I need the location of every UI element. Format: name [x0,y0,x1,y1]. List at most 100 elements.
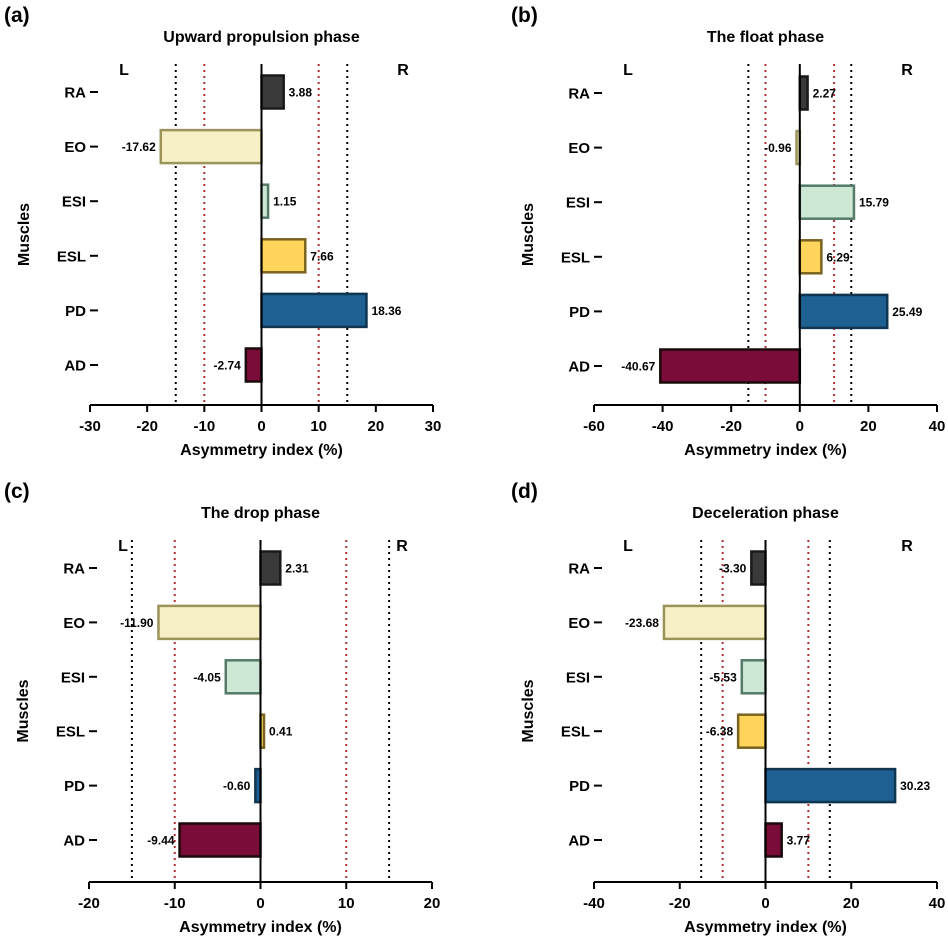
data-label-eo: -0.96 [764,141,792,155]
bar-ad [244,347,263,383]
chart-panel-c: (c) The drop phase L R 2.31 -11.90 -4.05 0.41 -0… [4,480,440,936]
chart-title: Deceleration phase [692,505,839,522]
data-label-pd: 25.49 [892,305,922,319]
data-label-ra: 2.31 [285,562,309,576]
category-label-eo: EO [63,615,85,632]
panel-label: (a) [4,4,30,27]
x-tick-label: -20 [720,418,742,435]
x-tick-label: 20 [424,895,441,912]
category-label-esi: ESI [61,669,85,686]
bar-pd [260,292,368,329]
data-label-eo: -11.90 [120,616,154,630]
x-tick-label: -20 [78,895,100,912]
bar-ad [659,348,802,384]
x-tick-label: 0 [796,418,804,435]
category-label-eo: EO [568,140,590,157]
category-label-eo: EO [64,139,86,156]
category-label-esi: ESI [566,669,590,686]
bar-esl [736,713,767,749]
x-tick-label: 40 [929,895,946,912]
category-label-pd: PD [65,303,86,320]
category-label-ra: RA [63,561,85,578]
left-side-label: L [118,538,128,555]
bar-esl [260,238,307,274]
panel-label: (c) [4,480,30,503]
bar-eo [159,128,263,165]
category-label-esi: ESI [566,195,590,212]
x-tick-label: -10 [164,895,186,912]
x-axis-title: Asymmetry index (%) [180,442,343,459]
data-label-ra: -3.30 [719,562,747,576]
data-label-ad: 3.77 [787,834,811,848]
x-tick-label: 10 [338,895,355,912]
data-label-ra: 2.27 [813,87,837,101]
x-tick-label: 40 [929,418,946,435]
bar-eo [157,604,262,641]
bar-ad [764,822,783,858]
data-label-esl: 0.41 [269,725,293,739]
data-label-pd: -0.60 [223,779,251,793]
y-axis-title: Muscles [520,679,537,742]
bar-esi [224,659,262,695]
x-tick-label: 20 [367,418,384,435]
data-label-esl: -6.38 [706,725,734,739]
bar-esl [798,239,823,275]
category-label-ad: AD [64,358,86,375]
category-label-pd: PD [569,304,590,321]
bar-ra [260,74,285,110]
data-label-esi: 15.79 [859,196,889,210]
x-axis-title: Asymmetry index (%) [684,919,847,936]
data-label-esl: 7.66 [310,249,334,263]
category-label-ra: RA [568,561,590,578]
x-tick-label: -40 [652,418,674,435]
left-side-label: L [119,62,129,79]
bar-ad [178,822,262,858]
category-label-ad: AD [568,359,590,376]
data-label-esi: -5.53 [709,670,737,684]
category-label-pd: PD [569,778,590,795]
right-side-label: R [396,538,408,555]
chart-panel-a: (a) Upward propulsion phase L R 3.88 -17.62 1.… [4,4,441,459]
bar-ra [259,550,282,586]
chart-title: The float phase [707,29,824,46]
data-label-ad: -40.67 [621,360,655,374]
data-label-eo: -23.68 [625,616,659,630]
left-side-label: L [623,538,633,555]
data-label-eo: -17.62 [122,140,156,154]
right-side-label: R [901,62,913,79]
data-label-ra: 3.88 [289,86,313,100]
data-label-esl: 6.29 [826,250,850,264]
data-label-ad: -2.74 [213,359,241,373]
left-side-label: L [623,62,633,79]
category-label-esl: ESL [56,724,85,741]
panel-label: (b) [511,4,538,27]
x-tick-label: -20 [136,418,158,435]
x-tick-label: 0 [256,895,264,912]
chart-panel-d: (d) Deceleration phase L R -3.30 -23.68 -5.53 -… [511,480,945,936]
data-label-esi: 1.15 [273,195,297,209]
bar-ra [750,550,767,586]
category-label-esl: ESL [57,248,86,265]
category-label-esi: ESI [62,194,86,211]
y-axis-title: Muscles [520,203,537,266]
x-tick-label: -10 [193,418,215,435]
category-label-ra: RA [568,86,590,103]
x-tick-label: 10 [310,418,327,435]
x-tick-label: 30 [425,418,442,435]
x-tick-label: 20 [843,895,860,912]
x-tick-label: -40 [583,895,605,912]
category-label-pd: PD [64,778,85,795]
chart-title: Upward propulsion phase [163,29,360,46]
category-label-ad: AD [63,833,85,850]
x-axis-title: Asymmetry index (%) [684,442,847,459]
x-tick-label: 0 [761,895,769,912]
y-axis-title: Muscles [16,203,33,266]
x-tick-label: 20 [860,418,877,435]
category-label-esl: ESL [561,249,590,266]
chart-title: The drop phase [201,505,320,522]
data-label-pd: 18.36 [371,304,401,318]
panel-label: (d) [511,480,538,503]
bar-pd [764,767,897,804]
x-axis-title: Asymmetry index (%) [179,919,342,936]
